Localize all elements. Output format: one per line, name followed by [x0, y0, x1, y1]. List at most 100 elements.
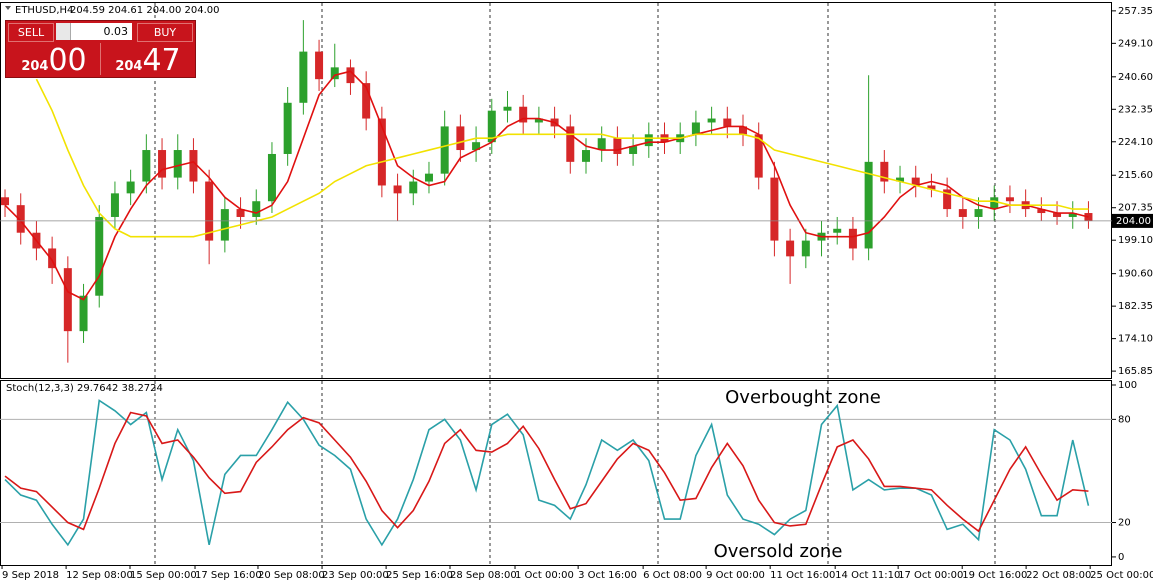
- candle-body: [393, 185, 402, 194]
- lot-input[interactable]: 0.03: [56, 23, 132, 40]
- candle-body: [911, 177, 920, 186]
- candle-body: [252, 201, 261, 217]
- x-tick-label: 19 Oct 16:00: [962, 570, 1027, 581]
- x-tick-label: 1 Oct 00:00: [515, 570, 574, 581]
- y-tick-label: 182.35: [1118, 301, 1153, 312]
- buy-price-big: 204: [115, 59, 143, 74]
- buy-price[interactable]: 20447: [102, 43, 194, 78]
- y-tick-label: 0: [1118, 552, 1124, 563]
- candle-body: [943, 189, 952, 210]
- candle-body: [848, 228, 857, 249]
- x-tick-label: 25 Oct 00:00: [1090, 570, 1153, 581]
- candle-body: [833, 228, 842, 233]
- candle-body: [864, 161, 873, 249]
- candle-body: [503, 106, 512, 111]
- candle-body: [519, 106, 528, 123]
- line-series: [4, 70, 1089, 301]
- x-tick-label: 12 Sep 08:00: [66, 570, 133, 581]
- candle-body: [63, 268, 72, 332]
- trade-panel: SELL 0.03 BUY 20400 20447: [5, 20, 196, 78]
- candle-body: [330, 67, 339, 80]
- candle-body: [424, 173, 433, 182]
- x-tick-label: 22 Oct 08:00: [1026, 570, 1091, 581]
- candle-body: [786, 240, 795, 257]
- candle-body: [95, 216, 104, 296]
- candle-body: [1037, 209, 1046, 214]
- candle-body: [1005, 197, 1014, 202]
- y-tick-label: 174.10: [1118, 334, 1153, 345]
- candle-body: [409, 181, 418, 194]
- x-tick-label: 17 Oct 00:00: [898, 570, 963, 581]
- y-tick-label: 190.60: [1118, 269, 1153, 280]
- candle-body: [205, 181, 214, 241]
- candle-body: [927, 185, 936, 190]
- sell-button[interactable]: SELL: [8, 23, 54, 42]
- candle-body: [283, 102, 292, 154]
- x-tick-label: 20 Sep 08:00: [258, 570, 325, 581]
- current-price-box: [1112, 213, 1153, 228]
- stoch-frame: [0, 380, 1112, 566]
- candle-body: [173, 150, 182, 178]
- line-series: [4, 411, 1089, 533]
- candle-body: [958, 209, 967, 217]
- candle-body: [691, 122, 700, 135]
- candle-body: [110, 193, 119, 217]
- buy-price-pips: 47: [142, 43, 181, 78]
- candle-body: [723, 118, 732, 127]
- candle-body: [754, 134, 763, 178]
- candle-body: [456, 126, 465, 151]
- buy-button[interactable]: BUY: [137, 23, 193, 42]
- y-tick-label: 224.10: [1118, 137, 1153, 148]
- x-tick-label: 11 Oct 16:00: [770, 570, 835, 581]
- candle-body: [472, 142, 481, 151]
- candle-body: [1068, 213, 1077, 217]
- x-tick-label: 23 Sep 00:00: [322, 570, 389, 581]
- candle-body: [299, 51, 308, 103]
- candle-body: [629, 146, 638, 154]
- candle-body: [189, 150, 198, 182]
- candle-body: [142, 150, 151, 182]
- candle-body: [126, 181, 135, 194]
- y-tick-label: 232.35: [1118, 104, 1153, 115]
- sell-price-big: 204: [21, 59, 49, 74]
- x-tick-label: 6 Oct 08:00: [643, 570, 702, 581]
- candle-body: [1053, 213, 1062, 217]
- candle-body: [48, 248, 57, 269]
- menu-icon: [5, 6, 11, 10]
- candle-body: [896, 177, 905, 182]
- candle-body: [707, 118, 716, 123]
- x-tick-label: 14 Oct 11:10: [835, 570, 900, 581]
- lot-spinner[interactable]: [56, 23, 71, 40]
- candle-body: [315, 51, 324, 80]
- x-tick-label: 25 Sep 16:00: [386, 570, 453, 581]
- x-tick-label: 3 Oct 16:00: [578, 570, 637, 581]
- candle-body: [566, 126, 575, 162]
- annotation: Overbought zone: [725, 387, 881, 408]
- x-tick-label: 15 Sep 00:00: [130, 570, 197, 581]
- candle-body: [220, 209, 229, 241]
- candle-body: [362, 83, 371, 119]
- sell-price-pips: 00: [48, 43, 87, 78]
- line-series: [35, 78, 1089, 238]
- candle-body: [597, 138, 606, 151]
- candle-body: [346, 67, 355, 84]
- line-series: [4, 399, 1090, 547]
- candle-body: [440, 126, 449, 174]
- y-tick-label: 257.35: [1118, 6, 1153, 17]
- annotation: Oversold zone: [714, 541, 843, 562]
- candle-body: [990, 197, 999, 210]
- candle-body: [801, 240, 810, 257]
- x-tick-label: 28 Sep 08:00: [450, 570, 517, 581]
- x-tick-label: 9 Oct 00:00: [706, 570, 765, 581]
- candle-body: [487, 110, 496, 143]
- y-tick-label: 199.10: [1118, 235, 1153, 246]
- candle-body: [267, 153, 276, 202]
- y-tick-label: 215.60: [1118, 170, 1153, 181]
- stoch-title: Stoch(12,3,3) 29.7642 38.2724: [6, 383, 163, 394]
- y-tick-label: 207.35: [1118, 203, 1153, 214]
- sell-price[interactable]: 20400: [8, 43, 101, 78]
- candle-body: [16, 205, 25, 233]
- y-tick-label: 20: [1118, 518, 1131, 529]
